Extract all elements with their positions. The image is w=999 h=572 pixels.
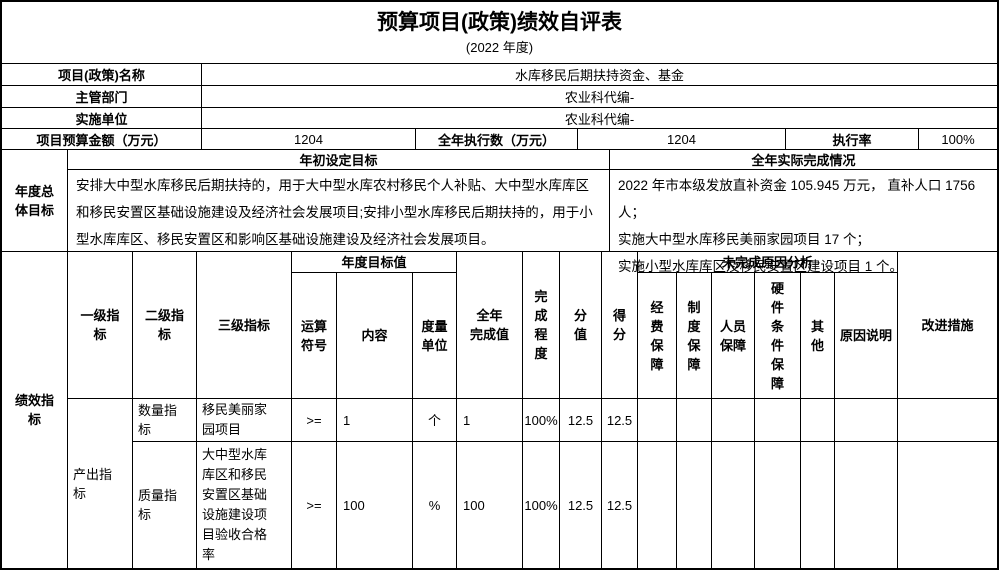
department-label: 主管部门 bbox=[2, 86, 202, 107]
budget-value: 1204 bbox=[202, 129, 416, 149]
performance-indicators-table: 绩效指标 一级指标 二级指标 三级指标 年度目标值 全年 完成值 完成程度 分值… bbox=[2, 252, 997, 568]
cell-content: 100 bbox=[337, 442, 413, 568]
cell-score: 12.5 bbox=[602, 399, 638, 442]
budget-row: 项目预算金额（万元） 1204 全年执行数（万元） 1204 执行率 100% bbox=[2, 129, 997, 150]
cell-level2: 数量指标 bbox=[133, 399, 197, 442]
cell-level3: 移民美丽家园项目 bbox=[197, 399, 292, 442]
project-name-row: 项目(政策)名称 水库移民后期扶持资金、基金 bbox=[2, 64, 997, 86]
cell-unit: 个 bbox=[413, 399, 457, 442]
header-score-total: 分值 bbox=[560, 252, 602, 399]
empty-cell bbox=[755, 442, 801, 568]
executed-value: 1204 bbox=[578, 129, 786, 149]
cell-operator: >= bbox=[292, 442, 337, 568]
page-title: 预算项目(政策)绩效自评表 bbox=[377, 10, 622, 34]
actual-completion-text: 2022 年市本级发放直补资金 105.945 万元， 直补人口 1756 人；… bbox=[618, 178, 976, 274]
department-row: 主管部门 农业科代编- bbox=[2, 86, 997, 108]
empty-cell bbox=[898, 399, 997, 442]
empty-cell bbox=[712, 399, 755, 442]
header-operator: 运算符号 bbox=[292, 273, 337, 399]
cell-operator: >= bbox=[292, 399, 337, 442]
empty-cell bbox=[835, 442, 898, 568]
cell-completed: 100 bbox=[457, 442, 523, 568]
header-reason: 原因说明 bbox=[835, 273, 898, 399]
indicators-section-label: 绩效指标 bbox=[2, 252, 68, 568]
annual-goal-section: 年度总体目标 年初设定目标 安排大中型水库移民后期扶持的，用于大中型水库农村移民… bbox=[2, 150, 997, 274]
header-completion-degree: 完成程度 bbox=[523, 252, 560, 399]
header-score: 得分 bbox=[602, 252, 638, 399]
header-fund-guarantee: 经费保障 bbox=[638, 273, 677, 399]
empty-cell bbox=[898, 442, 997, 568]
empty-cell bbox=[677, 442, 712, 568]
actual-completion-column: 全年实际完成情况 2022 年市本级发放直补资金 105.945 万元， 直补人… bbox=[610, 150, 997, 274]
cell-level2: 质量指标 bbox=[133, 442, 197, 568]
title-block: 预算项目(政策)绩效自评表 (2022 年度) bbox=[2, 2, 997, 64]
header-staff-guarantee: 人员保障 bbox=[712, 273, 755, 399]
header-completed-value: 全年 完成值 bbox=[457, 252, 523, 399]
header-improve: 改进措施 bbox=[898, 252, 997, 399]
empty-cell bbox=[801, 399, 835, 442]
header-content: 内容 bbox=[337, 273, 413, 399]
planned-goal-column: 年初设定目标 安排大中型水库移民后期扶持的，用于大中型水库农村移民个人补贴、大中… bbox=[68, 150, 610, 251]
unit-label: 实施单位 bbox=[2, 108, 202, 128]
planned-goal-text: 安排大中型水库移民后期扶持的，用于大中型水库农村移民个人补贴、大中型水库库区和移… bbox=[76, 178, 593, 247]
cell-content: 1 bbox=[337, 399, 413, 442]
project-name-label: 项目(政策)名称 bbox=[2, 64, 202, 85]
unit-row: 实施单位 农业科代编- bbox=[2, 108, 997, 129]
empty-cell bbox=[638, 442, 677, 568]
cell-score-total: 12.5 bbox=[560, 442, 602, 568]
header-hardware-guarantee: 硬件条件保障 bbox=[755, 273, 801, 399]
page-subtitle: (2022 年度) bbox=[465, 39, 534, 55]
planned-goal-header: 年初设定目标 bbox=[68, 150, 609, 170]
header-unit: 度量单位 bbox=[413, 273, 457, 399]
cell-score-total: 12.5 bbox=[560, 399, 602, 442]
empty-cell bbox=[677, 399, 712, 442]
cell-unit: % bbox=[413, 442, 457, 568]
cell-degree: 100% bbox=[523, 399, 560, 442]
cell-level3: 大中型水库库区和移民安置区基础设施建设项目验收合格率 bbox=[197, 442, 292, 568]
header-system-guarantee: 制度保障 bbox=[677, 273, 712, 399]
cell-completed: 1 bbox=[457, 399, 523, 442]
header-level1: 一级指标 bbox=[68, 252, 133, 399]
project-name-value: 水库移民后期扶持资金、基金 bbox=[514, 68, 684, 83]
empty-cell bbox=[712, 442, 755, 568]
empty-cell bbox=[755, 399, 801, 442]
empty-cell bbox=[638, 399, 677, 442]
budget-label: 项目预算金额（万元） bbox=[2, 129, 202, 149]
cell-degree: 100% bbox=[523, 442, 560, 568]
cell-level1: 产出指标 bbox=[68, 399, 133, 568]
header-level2: 二级指标 bbox=[133, 252, 197, 399]
empty-cell bbox=[835, 399, 898, 442]
header-unfinished-group: 未完成原因分析 bbox=[638, 252, 898, 273]
rate-label: 执行率 bbox=[786, 129, 919, 149]
rate-value: 100% bbox=[941, 131, 975, 147]
header-other: 其他 bbox=[801, 273, 835, 399]
annual-goal-label: 年度总体目标 bbox=[2, 150, 68, 251]
header-level3: 三级指标 bbox=[197, 252, 292, 399]
header-annual-target-group: 年度目标值 bbox=[292, 252, 457, 273]
empty-cell bbox=[801, 442, 835, 568]
department-value: 农业科代编- bbox=[564, 90, 635, 105]
executed-label: 全年执行数（万元） bbox=[416, 129, 578, 149]
unit-value: 农业科代编- bbox=[564, 111, 635, 127]
actual-completion-header: 全年实际完成情况 bbox=[610, 150, 997, 170]
cell-score: 12.5 bbox=[602, 442, 638, 568]
